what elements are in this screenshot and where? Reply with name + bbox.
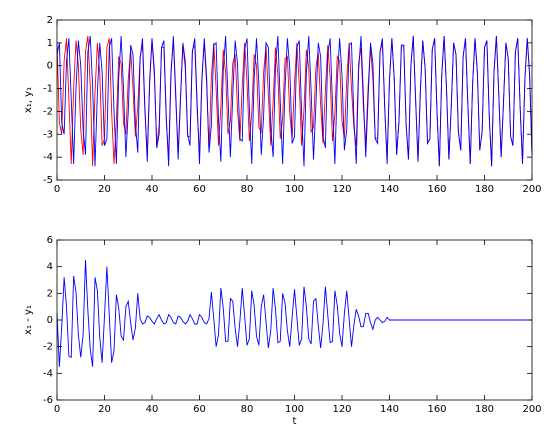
y-tick-label: -2 — [43, 342, 53, 353]
series-line — [56, 35, 533, 167]
x-tick-label: 40 — [146, 184, 159, 195]
y-tick-label: 2 — [47, 288, 53, 299]
y-tick-label: -4 — [43, 152, 53, 163]
y-tick-label: 1 — [47, 38, 53, 49]
x-tick-label: 0 — [54, 404, 60, 415]
x-tick-label: 0 — [54, 184, 60, 195]
y-tick-label: 6 — [47, 235, 53, 246]
y-tick-label: -5 — [43, 175, 53, 186]
y-axis-label: x₁ - y₁ — [23, 305, 34, 335]
x-axis-label: t — [293, 416, 297, 427]
y-tick-label: 2 — [47, 15, 53, 26]
y-tick-label: 0 — [47, 61, 53, 72]
x-tick-label: 140 — [380, 404, 399, 415]
y-tick-label: -4 — [43, 368, 53, 379]
x-tick-label: 180 — [475, 404, 494, 415]
y-axis-label: x₁, y₁ — [23, 87, 34, 113]
x-tick-label: 140 — [380, 184, 399, 195]
x-tick-label: 80 — [241, 184, 254, 195]
y-tick-label: 0 — [47, 315, 53, 326]
x-tick-label: 60 — [193, 184, 206, 195]
x-tick-label: 120 — [332, 404, 351, 415]
y-tick-label: -2 — [43, 106, 53, 117]
plot-area — [57, 20, 532, 180]
x-tick-label: 180 — [475, 184, 494, 195]
y-tick-label: -6 — [43, 395, 53, 406]
x-tick-label: 60 — [193, 404, 206, 415]
x-tick-label: 80 — [241, 404, 254, 415]
x-tick-label: 100 — [285, 184, 304, 195]
x-tick-label: 20 — [98, 184, 111, 195]
x-tick-label: 160 — [427, 184, 446, 195]
x-tick-label: 40 — [146, 404, 159, 415]
y-tick-label: -3 — [43, 129, 53, 140]
x-tick-label: 120 — [332, 184, 351, 195]
x-tick-label: 20 — [98, 404, 111, 415]
y-tick-label: -1 — [43, 84, 53, 95]
x-tick-label: 160 — [427, 404, 446, 415]
x-tick-label: 100 — [285, 404, 304, 415]
x-tick-label: 200 — [522, 404, 541, 415]
x-tick-label: 200 — [522, 184, 541, 195]
series-line — [56, 259, 532, 367]
y-tick-label: 4 — [47, 262, 53, 273]
